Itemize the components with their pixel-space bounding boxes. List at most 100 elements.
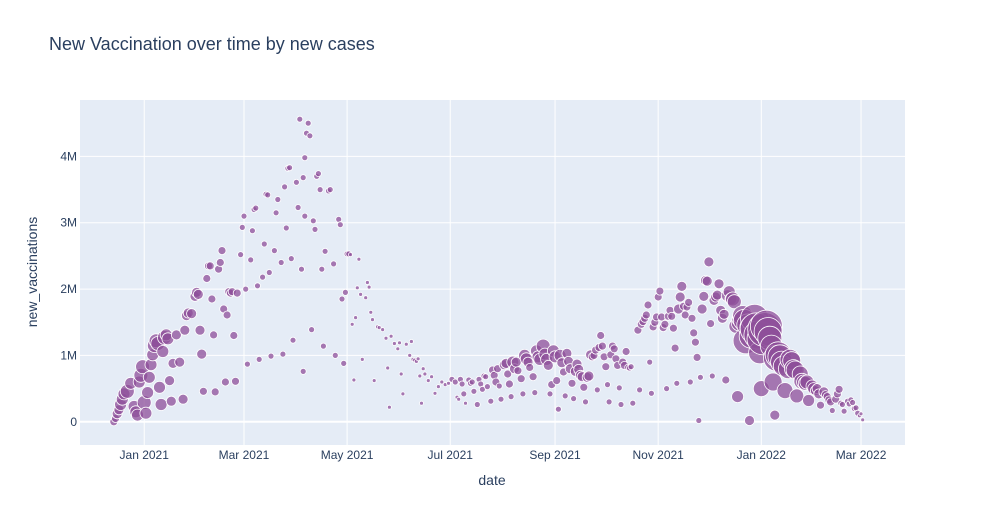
data-point[interactable] [371, 378, 377, 384]
data-point[interactable] [769, 409, 781, 421]
data-point[interactable] [282, 224, 290, 232]
data-point[interactable] [468, 378, 476, 386]
data-point[interactable] [247, 256, 255, 264]
data-point[interactable] [240, 212, 248, 220]
data-point[interactable] [210, 387, 220, 397]
data-point[interactable] [698, 290, 710, 302]
data-point[interactable] [525, 362, 535, 372]
data-point[interactable] [840, 407, 848, 415]
data-point[interactable] [319, 342, 327, 350]
data-point[interactable] [177, 393, 189, 405]
data-point[interactable] [318, 265, 326, 273]
data-point[interactable] [309, 217, 317, 225]
data-point[interactable] [582, 398, 589, 406]
data-point[interactable] [641, 310, 651, 320]
data-point[interactable] [205, 261, 215, 271]
data-point[interactable] [692, 352, 702, 362]
data-point[interactable] [660, 319, 670, 329]
data-point[interactable] [267, 352, 275, 360]
data-point[interactable] [789, 388, 805, 404]
data-point[interactable] [308, 326, 316, 334]
data-point[interactable] [513, 366, 523, 376]
data-point[interactable] [456, 396, 462, 402]
data-point[interactable] [860, 417, 866, 423]
data-point[interactable] [338, 295, 346, 303]
data-point[interactable] [407, 352, 413, 358]
data-point[interactable] [701, 275, 713, 287]
data-point[interactable] [179, 324, 191, 336]
data-point[interactable] [272, 209, 280, 217]
data-point[interactable] [391, 341, 397, 346]
data-point[interactable] [473, 401, 481, 408]
data-point[interactable] [579, 382, 589, 392]
data-point[interactable] [354, 285, 360, 291]
data-point[interactable] [674, 291, 686, 303]
data-point[interactable] [274, 196, 282, 203]
data-point[interactable] [646, 358, 654, 366]
data-point[interactable] [816, 400, 825, 410]
data-point[interactable] [242, 285, 250, 293]
data-point[interactable] [583, 370, 595, 382]
data-point[interactable] [598, 341, 607, 351]
data-point[interactable] [370, 317, 375, 323]
data-point[interactable] [487, 397, 495, 405]
data-point[interactable] [243, 360, 251, 368]
data-point[interactable] [726, 294, 742, 310]
data-point[interactable] [202, 274, 212, 283]
data-point[interactable] [609, 344, 619, 354]
data-point[interactable] [281, 183, 289, 191]
data-point[interactable] [408, 339, 414, 344]
data-point[interactable] [403, 341, 409, 347]
data-point[interactable] [260, 240, 268, 248]
data-point[interactable] [629, 399, 637, 407]
data-point[interactable] [731, 390, 744, 404]
data-point[interactable] [458, 380, 466, 388]
data-point[interactable] [669, 323, 678, 333]
data-point[interactable] [744, 415, 755, 426]
data-point[interactable] [697, 373, 704, 381]
data-point[interactable] [363, 295, 369, 301]
data-point[interactable] [321, 247, 329, 255]
data-point[interactable] [570, 395, 577, 403]
data-point[interactable] [483, 383, 491, 391]
data-point[interactable] [330, 260, 338, 268]
data-point[interactable] [432, 390, 438, 396]
data-point[interactable] [504, 379, 514, 389]
data-point[interactable] [209, 330, 219, 340]
data-point[interactable] [170, 329, 182, 341]
data-point[interactable] [186, 308, 198, 320]
data-point[interactable] [395, 346, 401, 352]
data-point[interactable] [259, 273, 267, 281]
data-point[interactable] [192, 288, 204, 300]
data-point[interactable] [420, 366, 426, 372]
data-point[interactable] [721, 375, 731, 385]
data-point[interactable] [301, 154, 309, 162]
data-point[interactable] [708, 372, 716, 380]
data-point[interactable] [503, 369, 513, 379]
data-point[interactable] [376, 325, 382, 331]
data-point[interactable] [596, 331, 606, 340]
data-point[interactable] [706, 319, 715, 329]
data-point[interactable] [615, 384, 623, 392]
data-point[interactable] [368, 309, 374, 315]
data-point[interactable] [296, 115, 304, 123]
data-point[interactable] [238, 223, 246, 231]
data-point[interactable] [264, 191, 272, 199]
data-point[interactable] [663, 385, 670, 393]
data-point[interactable] [567, 378, 577, 388]
data-point[interactable] [519, 390, 527, 398]
data-point[interactable] [834, 384, 844, 394]
data-point[interactable] [380, 327, 386, 333]
data-point[interactable] [383, 335, 389, 341]
data-point[interactable] [164, 375, 176, 387]
data-point[interactable] [601, 362, 611, 372]
data-point[interactable] [237, 251, 245, 259]
data-point[interactable] [174, 356, 186, 368]
data-point[interactable] [497, 395, 505, 403]
data-point[interactable] [358, 291, 364, 297]
data-point[interactable] [605, 398, 613, 406]
data-point[interactable] [482, 373, 490, 381]
data-point[interactable] [348, 252, 353, 258]
data-point[interactable] [695, 417, 703, 424]
data-point[interactable] [232, 288, 242, 298]
